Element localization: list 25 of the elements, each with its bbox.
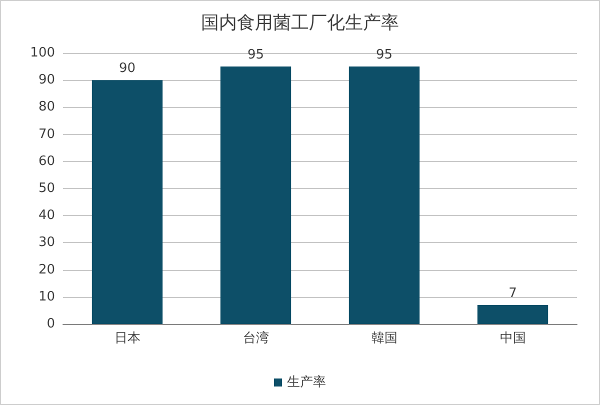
y-tick-label: 40 — [38, 208, 55, 224]
y-tick-label: 90 — [38, 72, 55, 88]
x-tick-label: 台湾 — [242, 330, 269, 346]
y-tick-label: 50 — [38, 181, 55, 196]
legend-label: 生产率 — [287, 374, 326, 390]
chart-title: 国内食用菌工厂化生产率 — [201, 12, 399, 34]
x-tick-label: 日本 — [114, 331, 140, 346]
y-tick-label: 20 — [38, 262, 55, 278]
y-tick-label: 70 — [38, 126, 55, 142]
data-label: 95 — [247, 48, 264, 63]
x-tick-label: 中国 — [500, 331, 526, 346]
bar — [220, 66, 292, 324]
bar — [477, 305, 548, 324]
y-tick-label: 30 — [38, 235, 55, 250]
bar — [92, 80, 163, 324]
data-label: 90 — [118, 61, 136, 76]
data-label: 7 — [508, 286, 517, 302]
bar — [348, 66, 420, 324]
y-tick-label: 80 — [38, 100, 55, 115]
y-tick-label: 0 — [46, 316, 55, 332]
x-tick-label: 韓国 — [371, 331, 398, 346]
data-label: 95 — [376, 48, 393, 63]
y-tick-label: 60 — [38, 154, 55, 169]
y-tick-label: 100 — [30, 46, 55, 60]
y-tick-label: 10 — [38, 289, 55, 304]
